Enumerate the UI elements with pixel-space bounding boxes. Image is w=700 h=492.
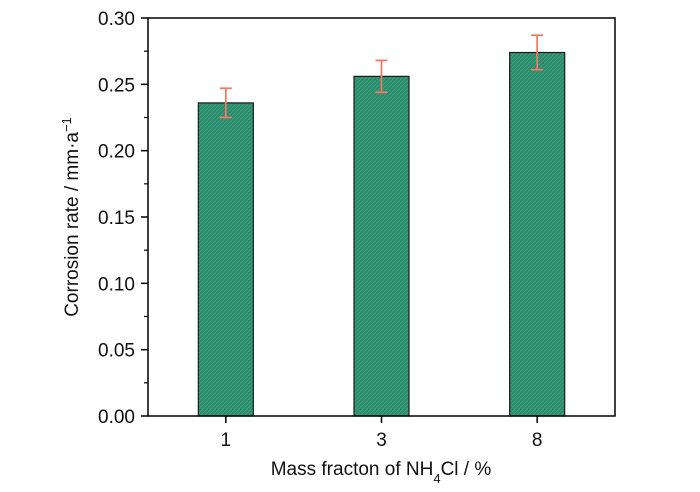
y-tick-label-0.05: 0.05 bbox=[98, 341, 135, 362]
y-tick-label-0.25: 0.25 bbox=[98, 75, 135, 96]
bar-1 bbox=[197, 102, 254, 417]
x-axis-title-prefix: Mass fracton of NH bbox=[271, 459, 434, 480]
error-bars-layer bbox=[219, 34, 544, 119]
y-axis-title-main: Corrosion rate / mm·a bbox=[62, 132, 83, 317]
x-axis-title-subscript: 4 bbox=[433, 471, 440, 486]
y-tick-label-0.10: 0.10 bbox=[98, 274, 135, 295]
y-tick-label-0.15: 0.15 bbox=[98, 208, 135, 229]
y-tick-label-0.20: 0.20 bbox=[98, 142, 135, 163]
x-tick-label-8: 8 bbox=[532, 430, 543, 451]
bar-3 bbox=[353, 75, 410, 417]
x-axis-title-suffix: Cl / % bbox=[441, 459, 492, 480]
x-tick-label-3: 3 bbox=[376, 430, 387, 451]
bar-8 bbox=[509, 51, 566, 417]
x-axis-title: Mass fracton of NH4Cl / % bbox=[271, 459, 492, 486]
x-tick-label-1: 1 bbox=[221, 430, 232, 451]
x-axis: 1 3 8 bbox=[221, 416, 543, 451]
y-tick-label-0.30: 0.30 bbox=[98, 9, 135, 30]
y-tick-label-0.00: 0.00 bbox=[98, 407, 135, 428]
y-axis-title: Corrosion rate / mm·a−1 bbox=[59, 117, 84, 317]
bars-layer bbox=[197, 51, 566, 417]
y-axis-title-superscript: −1 bbox=[59, 117, 74, 132]
y-axis: 0.00 0.05 0.10 0.15 0.20 0.25 0.30 bbox=[98, 9, 148, 428]
